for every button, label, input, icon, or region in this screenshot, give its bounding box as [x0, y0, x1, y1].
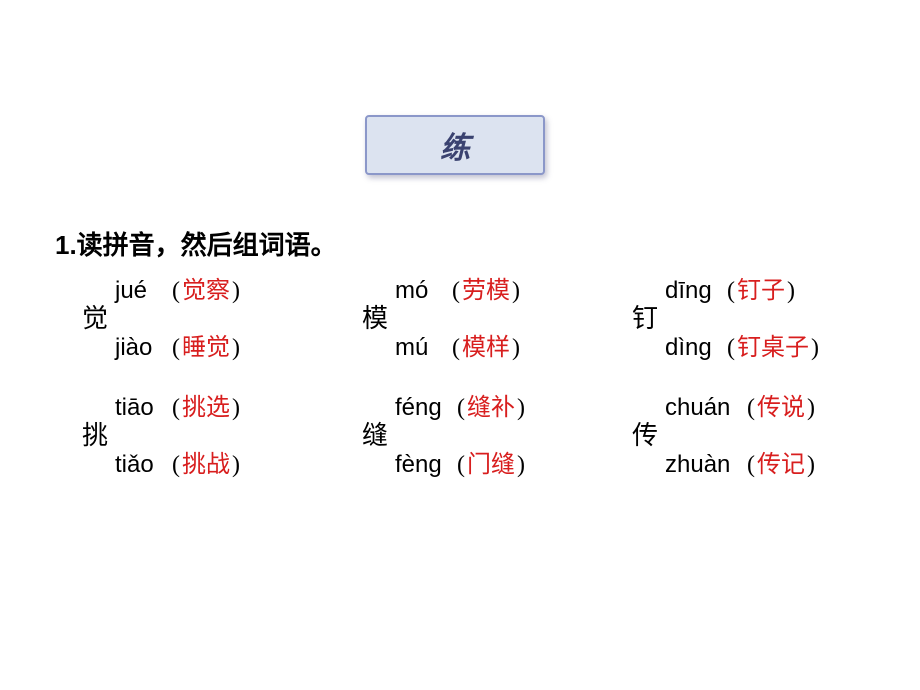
hanzi: 觉	[75, 298, 115, 335]
pinyin: fèng	[395, 451, 455, 479]
answer: 传记	[757, 444, 805, 479]
reading: mó ( 劳模 )	[395, 270, 522, 305]
paren-close: )	[807, 452, 815, 479]
hanzi: 钉	[625, 298, 665, 335]
paren-open: (	[452, 335, 460, 362]
reading: jué ( 觉察 )	[115, 270, 242, 305]
group-jue: 觉 jué ( 觉察 ) jiào ( 睡觉 )	[75, 270, 355, 362]
hanzi: 挑	[75, 415, 115, 452]
answer: 觉察	[182, 270, 230, 305]
hanzi: 模	[355, 298, 395, 335]
answer: 钉桌子	[737, 327, 809, 362]
paren-close: )	[232, 278, 240, 305]
pinyin: dīng	[665, 277, 725, 305]
paren-open: (	[457, 452, 465, 479]
paren-open: (	[747, 452, 755, 479]
reading: dìng ( 钉桌子 )	[665, 327, 821, 362]
reading: mú ( 模样 )	[395, 327, 522, 362]
pinyin: dìng	[665, 334, 725, 362]
pinyin: jué	[115, 277, 170, 305]
exercise-badge: 练	[365, 115, 545, 175]
pinyin: zhuàn	[665, 451, 745, 479]
paren-open: (	[727, 278, 735, 305]
reading: dīng ( 钉子 )	[665, 270, 821, 305]
reading: zhuàn ( 传记 )	[665, 444, 817, 479]
reading: tiǎo ( 挑战 )	[115, 444, 242, 479]
paren-open: (	[457, 395, 465, 422]
paren-open: (	[172, 452, 180, 479]
pinyin: chuán	[665, 394, 745, 422]
group-chuan: 传 chuán ( 传说 ) zhuàn ( 传记 )	[625, 387, 885, 479]
answer: 挑战	[182, 444, 230, 479]
paren-open: (	[172, 395, 180, 422]
pinyin: tiǎo	[115, 451, 170, 479]
badge-label: 练	[440, 123, 470, 167]
pinyin: mó	[395, 277, 450, 305]
row-1: 觉 jué ( 觉察 ) jiào ( 睡觉 ) 模 m	[75, 270, 885, 362]
instruction-text: 1.读拼音，然后组词语。	[55, 225, 337, 262]
answer: 模样	[462, 327, 510, 362]
paren-close: )	[807, 395, 815, 422]
paren-close: )	[232, 335, 240, 362]
answer: 缝补	[467, 387, 515, 422]
paren-close: )	[512, 278, 520, 305]
paren-close: )	[512, 335, 520, 362]
reading: féng ( 缝补 )	[395, 387, 527, 422]
answer: 传说	[757, 387, 805, 422]
paren-close: )	[811, 335, 819, 362]
paren-close: )	[232, 452, 240, 479]
answer: 门缝	[467, 444, 515, 479]
pinyin: jiào	[115, 334, 170, 362]
group-mo: 模 mó ( 劳模 ) mú ( 模样 )	[355, 270, 625, 362]
group-ding: 钉 dīng ( 钉子 ) dìng ( 钉桌子 )	[625, 270, 885, 362]
pinyin: tiāo	[115, 394, 170, 422]
paren-close: )	[787, 278, 795, 305]
answer: 钉子	[737, 270, 785, 305]
reading: chuán ( 传说 )	[665, 387, 817, 422]
answer: 睡觉	[182, 327, 230, 362]
hanzi: 缝	[355, 415, 395, 452]
paren-open: (	[452, 278, 460, 305]
reading: fèng ( 门缝 )	[395, 444, 527, 479]
pinyin: mú	[395, 334, 450, 362]
group-tiao: 挑 tiāo ( 挑选 ) tiǎo ( 挑战 )	[75, 387, 355, 479]
pinyin: féng	[395, 394, 455, 422]
row-2: 挑 tiāo ( 挑选 ) tiǎo ( 挑战 ) 缝	[75, 387, 885, 479]
answer: 劳模	[462, 270, 510, 305]
paren-close: )	[232, 395, 240, 422]
answer: 挑选	[182, 387, 230, 422]
reading: tiāo ( 挑选 )	[115, 387, 242, 422]
group-feng: 缝 féng ( 缝补 ) fèng ( 门缝 )	[355, 387, 625, 479]
paren-open: (	[172, 335, 180, 362]
paren-open: (	[172, 278, 180, 305]
content-area: 觉 jué ( 觉察 ) jiào ( 睡觉 ) 模 m	[75, 270, 885, 504]
hanzi: 传	[625, 415, 665, 452]
paren-close: )	[517, 395, 525, 422]
paren-open: (	[727, 335, 735, 362]
paren-close: )	[517, 452, 525, 479]
paren-open: (	[747, 395, 755, 422]
reading: jiào ( 睡觉 )	[115, 327, 242, 362]
